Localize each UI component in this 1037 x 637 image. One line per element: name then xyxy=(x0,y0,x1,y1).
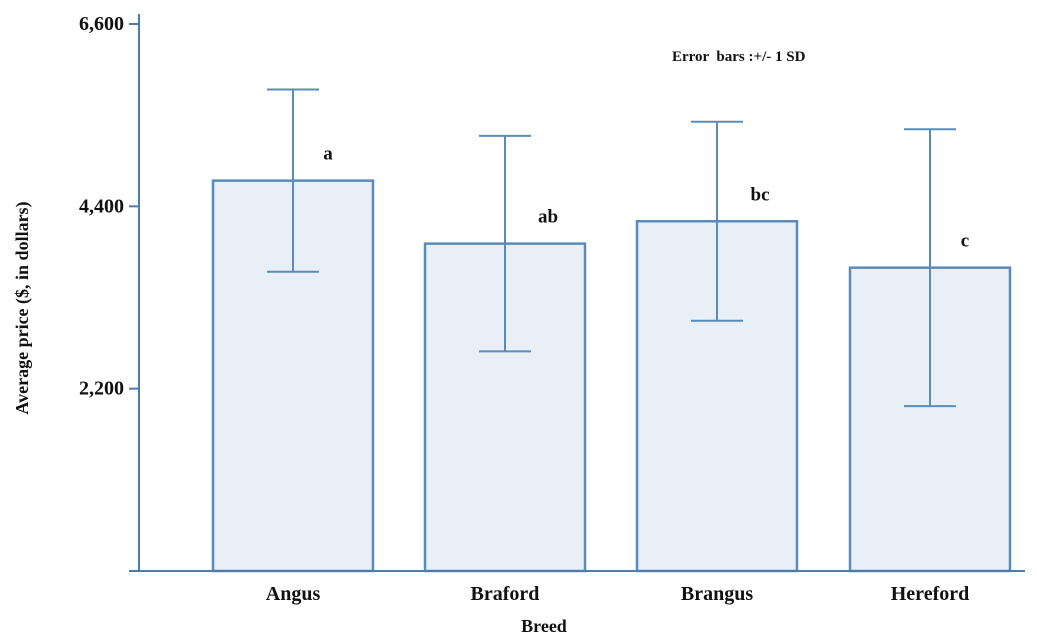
error-bar-braford xyxy=(479,134,531,353)
x-tick-label: Brangus xyxy=(681,583,753,605)
x-axis-title: Breed xyxy=(521,616,567,636)
significance-letter: ab xyxy=(538,207,558,228)
significance-letter: bc xyxy=(751,184,770,205)
y-tick-label: 4,400 xyxy=(79,195,124,217)
error-bar-hereford xyxy=(904,128,956,408)
x-tick-label: Braford xyxy=(471,583,540,605)
x-tick-label: Hereford xyxy=(891,583,970,605)
error-bars-annotation: Error bars :+/- 1 SD xyxy=(672,49,806,65)
significance-letter: c xyxy=(961,231,969,252)
significance-letter: a xyxy=(323,144,333,165)
error-bar-angus xyxy=(267,88,319,273)
y-tick-label: 2,200 xyxy=(79,378,124,400)
y-ticks-layer: 2,200 4,400 6,600 xyxy=(79,13,139,400)
error-bar-brangus xyxy=(691,120,743,322)
x-tick-labels-layer: Angus Braford Brangus Hereford xyxy=(266,583,969,605)
y-tick-label: 6,600 xyxy=(79,13,124,35)
bars-layer xyxy=(211,179,1012,573)
y-axis-title: Average price ($, in dollars) xyxy=(12,201,33,414)
error-bars-layer xyxy=(267,88,956,408)
x-tick-label: Angus xyxy=(266,583,321,605)
significance-labels-layer: a ab bc c xyxy=(323,144,969,252)
